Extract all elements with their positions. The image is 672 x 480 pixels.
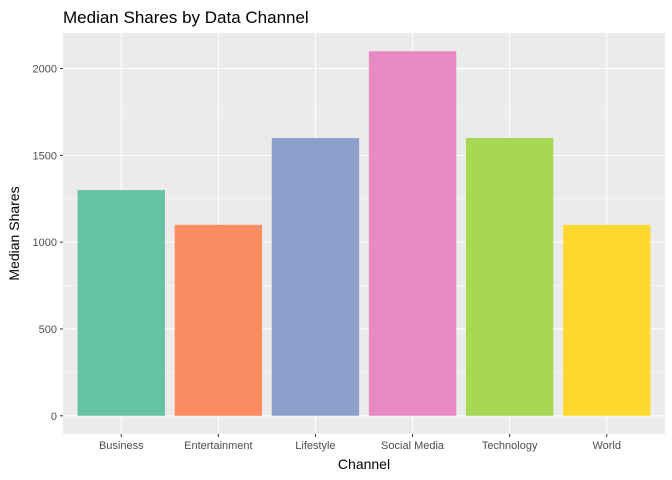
y-axis: 0 500 1000 1500 2000 <box>33 64 63 423</box>
x-axis-title: Channel <box>338 456 390 472</box>
x-tick-label: Social Media <box>381 440 445 452</box>
x-tick-label: Lifestyle <box>295 440 335 452</box>
y-tick-label: 2000 <box>33 64 57 76</box>
bars <box>77 51 651 416</box>
bar-lifestyle <box>271 138 360 416</box>
x-axis: Business Entertainment Lifestyle Social Med… <box>99 434 621 452</box>
y-tick-label: 0 <box>51 411 57 423</box>
x-tick-label: Business <box>99 440 144 452</box>
x-tick-label: Entertainment <box>184 440 252 452</box>
x-tick-label: Technology <box>482 440 538 452</box>
bar-business <box>77 190 165 416</box>
y-axis-title: Median Shares <box>6 186 22 280</box>
bar-world <box>563 224 651 416</box>
y-tick-label: 500 <box>39 324 57 336</box>
bar-social-media <box>368 51 457 416</box>
chart-title: Median Shares by Data Channel <box>63 8 309 27</box>
y-tick-label: 1500 <box>33 150 57 162</box>
x-tick-label: World <box>592 440 621 452</box>
bar-technology <box>465 138 554 416</box>
y-tick-label: 1000 <box>33 237 57 249</box>
bar-entertainment <box>174 224 263 416</box>
